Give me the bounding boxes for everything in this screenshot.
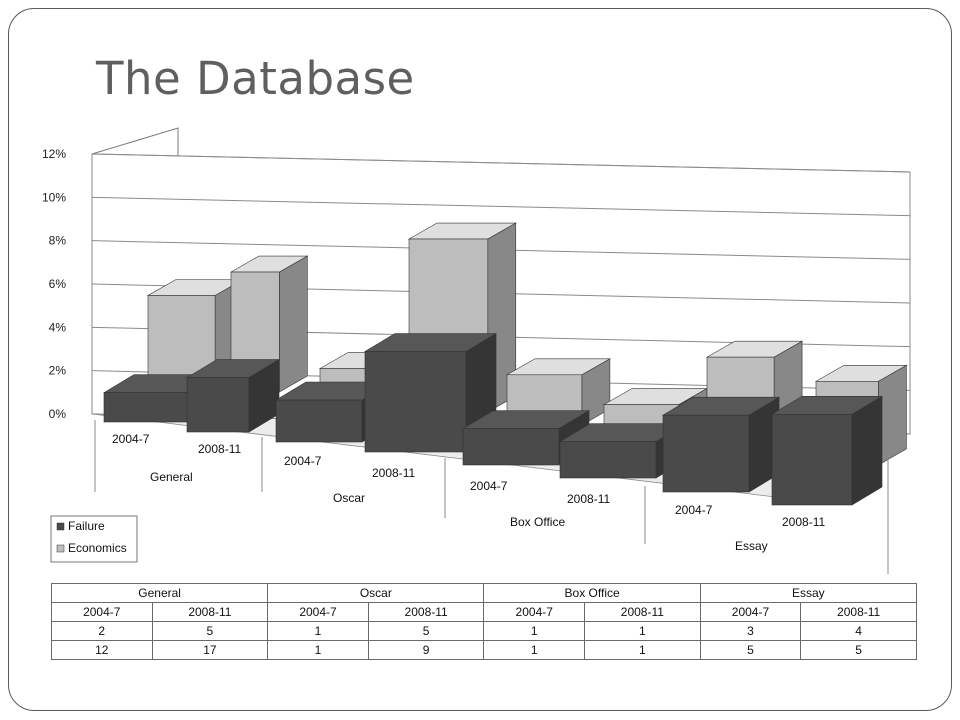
y-tick-label: 10% [42,190,66,204]
table-cell: 4 [800,621,917,641]
x-tick-label: 2008-11 [782,515,825,529]
table-group-header: Box Office [483,583,701,603]
table-cell: 5 [699,640,802,660]
table-cell: 1 [483,621,586,641]
y-tick-label: 4% [49,320,67,334]
table-row: 2 5 1 5 1 1 3 4 [51,621,917,641]
bar-failure [185,359,281,433]
bar-failure [770,395,884,506]
table-sub-header: 2004-7 [267,602,369,622]
y-tick-label: 12% [42,147,66,161]
table-row: 12 17 1 9 1 1 5 5 [51,640,917,660]
legend-box [50,515,138,563]
legend-label: Economics [68,541,127,555]
table-cell: 17 [151,640,269,660]
legend-swatch [56,544,65,553]
group-label: Essay [735,539,768,553]
gridline [91,196,911,217]
x-tick-label: 2004-7 [675,503,713,517]
x-tick-label: 2008-11 [198,442,241,456]
table-cell: 12 [51,640,153,660]
table-sub-header: 2008-11 [151,602,269,622]
gridline [91,153,911,173]
y-tick-label: 2% [49,364,67,378]
x-tick-label: 2004-7 [284,454,322,468]
table-sub-header: 2008-11 [367,602,485,622]
group-label: Oscar [333,491,365,505]
x-axis: 2004-7 2008-11 2004-7 2008-11 2004-7 2008-11 2… [94,420,889,574]
data-table: General Oscar Box Office Essay 2004-7 20… [50,583,918,660]
table-cell: 2 [51,621,153,641]
y-tick-label: 6% [49,277,67,291]
x-tick-label: 2008-11 [567,492,610,506]
group-label: Box Office [510,515,565,529]
table-cell: 1 [584,621,701,641]
table-cell: 9 [367,640,485,660]
table-cell: 3 [699,621,802,641]
slide-title: The Database [96,52,415,105]
table-group-header: Essay [699,583,918,603]
bar-failure [363,332,498,453]
table-cell: 5 [800,640,917,660]
x-tick-label: 2004-7 [470,479,508,493]
table-sub-header: 2008-11 [800,602,917,622]
group-label: General [150,470,193,484]
table-sub-header: 2008-11 [584,602,701,622]
table-sub-header: 2004-7 [699,602,802,622]
x-tick-label: 2004-7 [112,432,150,446]
table-group-header-row: General Oscar Box Office Essay [50,583,918,603]
legend-label: Failure [68,519,105,533]
table-group-header: General [50,583,269,603]
bars [102,222,908,506]
table-sub-header-row: 2004-7 2008-11 2004-7 2008-11 2004-7 200… [51,602,917,622]
y-tick-label: 0% [49,407,67,421]
table-group-header: Oscar [267,583,485,603]
x-tick-label: 2008-11 [372,466,415,480]
table-cell: 1 [483,640,586,660]
legend-swatch [56,522,65,531]
table-cell: 5 [367,621,485,641]
table-sub-header: 2004-7 [51,602,153,622]
table-cell: 1 [584,640,701,660]
legend: Failure Economics [50,515,138,563]
table-cell: 5 [151,621,269,641]
table-cell: 1 [267,621,369,641]
y-tick-label: 8% [49,234,67,248]
bar-failure [661,396,781,493]
table-sub-header: 2004-7 [483,602,586,622]
table-cell: 1 [267,640,369,660]
y-axis-ticks: 12% 10% 8% 6% 4% 2% 0% [42,147,66,421]
